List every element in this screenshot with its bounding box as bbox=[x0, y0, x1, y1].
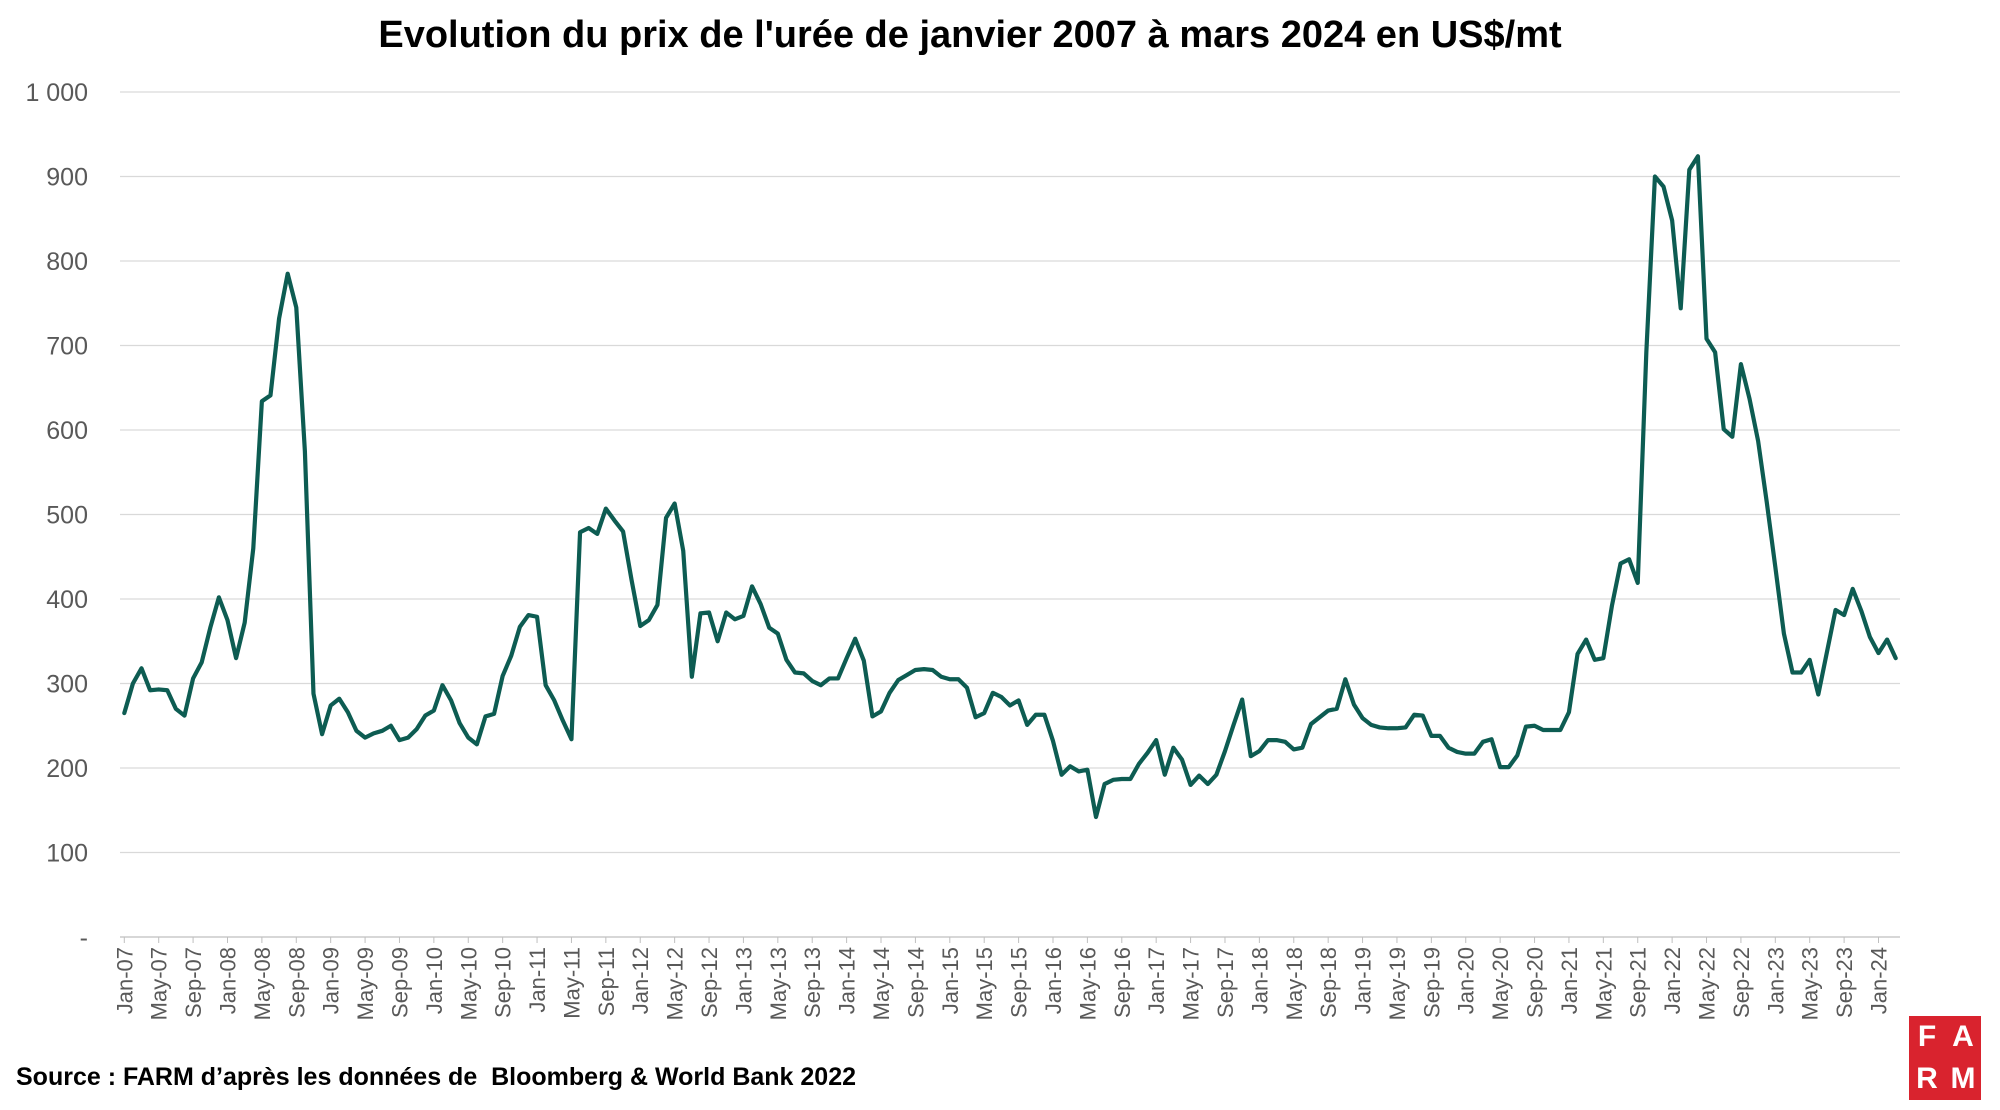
x-tick-label: May-09 bbox=[353, 947, 378, 1020]
y-tick-label: - bbox=[80, 924, 88, 952]
x-tick-label: Jan-20 bbox=[1454, 947, 1479, 1014]
y-tick-label: 100 bbox=[46, 840, 88, 868]
x-tick-label: Jan-24 bbox=[1867, 947, 1892, 1014]
x-tick-label: Sep-23 bbox=[1832, 947, 1857, 1018]
logo-letter: A bbox=[1952, 1020, 1974, 1053]
x-tick-label: May-17 bbox=[1179, 947, 1204, 1020]
y-tick-label: 800 bbox=[46, 248, 88, 276]
chart-title: Evolution du prix de l'urée de janvier 2… bbox=[378, 14, 1562, 56]
x-tick-label: Jan-13 bbox=[731, 947, 756, 1014]
farm-logo: F A R M bbox=[1909, 1016, 1981, 1100]
x-tick-label: May-21 bbox=[1591, 947, 1616, 1020]
logo-letter: M bbox=[1950, 1062, 1976, 1095]
y-tick-label: 200 bbox=[46, 755, 88, 783]
x-tick-label: May-16 bbox=[1075, 947, 1100, 1020]
x-tick-label: May-20 bbox=[1488, 947, 1513, 1020]
x-tick-label: Jan-08 bbox=[215, 947, 240, 1014]
x-tick-label: Jan-21 bbox=[1557, 947, 1582, 1014]
x-tick-label: Sep-19 bbox=[1419, 947, 1444, 1018]
x-tick-label: Jan-16 bbox=[1041, 947, 1066, 1014]
x-tick-label: Sep-07 bbox=[181, 947, 206, 1018]
x-tick-label: Sep-17 bbox=[1213, 947, 1238, 1018]
x-tick-label: Jan-17 bbox=[1144, 947, 1169, 1014]
x-tick-label: Sep-10 bbox=[491, 947, 516, 1018]
x-tick-label: May-18 bbox=[1282, 947, 1307, 1020]
x-tick-label: Jan-22 bbox=[1660, 947, 1685, 1014]
y-tick-label: 500 bbox=[46, 502, 88, 530]
x-tick-label: Sep-12 bbox=[697, 947, 722, 1018]
x-tick-label: May-15 bbox=[972, 947, 997, 1020]
x-tick-label: Sep-15 bbox=[1007, 947, 1032, 1018]
y-tick-label: 400 bbox=[46, 586, 88, 614]
x-tick-label: May-14 bbox=[869, 947, 894, 1020]
x-tick-label: May-22 bbox=[1695, 947, 1720, 1020]
x-tick-label: Jan-10 bbox=[422, 947, 447, 1014]
y-axis-labels: - 100 200 300 400 500 600 700 800 900 1 000 bbox=[25, 79, 88, 952]
x-tick-label: Sep-16 bbox=[1110, 947, 1135, 1018]
y-tick-label: 700 bbox=[46, 333, 88, 361]
x-tick-label: May-11 bbox=[559, 947, 584, 1019]
x-tick-label: Jan-12 bbox=[628, 947, 653, 1014]
x-tick-label: Jan-11 bbox=[525, 947, 550, 1013]
x-tick-label: May-08 bbox=[250, 947, 275, 1020]
x-tick-label: Sep-18 bbox=[1316, 947, 1341, 1018]
logo-letter: R bbox=[1916, 1062, 1938, 1095]
y-tick-label: 1 000 bbox=[25, 79, 88, 107]
x-tick-label: Jan-19 bbox=[1351, 947, 1376, 1014]
x-tick-label: Jan-23 bbox=[1763, 947, 1788, 1014]
gridlines bbox=[120, 91, 1900, 938]
x-tick-label: Sep-09 bbox=[387, 947, 412, 1018]
x-tick-label: Jan-15 bbox=[938, 947, 963, 1014]
x-axis-labels: Jan-07 May-07 Sep-07 Jan-08 May-08 Sep-08 Jan-… bbox=[112, 937, 1892, 1020]
x-tick-label: Jan-09 bbox=[319, 947, 344, 1014]
x-tick-label: Sep-20 bbox=[1523, 947, 1548, 1018]
x-tick-label: Sep-21 bbox=[1626, 947, 1651, 1018]
source-note: Source : FARM d’après les données de Blo… bbox=[16, 1063, 857, 1091]
x-tick-label: May-10 bbox=[456, 947, 481, 1020]
y-tick-label: 900 bbox=[46, 164, 88, 192]
x-tick-label: Sep-13 bbox=[800, 947, 825, 1018]
x-tick-label: Sep-14 bbox=[903, 947, 928, 1018]
x-tick-label: Sep-22 bbox=[1729, 947, 1754, 1018]
x-tick-label: May-13 bbox=[766, 947, 791, 1020]
x-tick-label: May-23 bbox=[1798, 947, 1823, 1020]
x-tick-label: May-12 bbox=[663, 947, 688, 1020]
x-tick-label: Sep-11 bbox=[594, 947, 619, 1016]
x-tick-label: Jan-07 bbox=[112, 947, 137, 1014]
x-tick-label: Jan-18 bbox=[1247, 947, 1272, 1014]
x-tick-label: May-07 bbox=[147, 947, 172, 1020]
x-tick-label: Jan-14 bbox=[835, 947, 860, 1014]
y-tick-label: 600 bbox=[46, 417, 88, 445]
x-tick-label: May-19 bbox=[1385, 947, 1410, 1020]
series-line bbox=[122, 154, 1898, 820]
series-layer bbox=[122, 154, 1898, 820]
y-tick-label: 300 bbox=[46, 671, 88, 699]
logo-letter: F bbox=[1917, 1020, 1937, 1053]
x-tick-label: Sep-08 bbox=[284, 947, 309, 1018]
